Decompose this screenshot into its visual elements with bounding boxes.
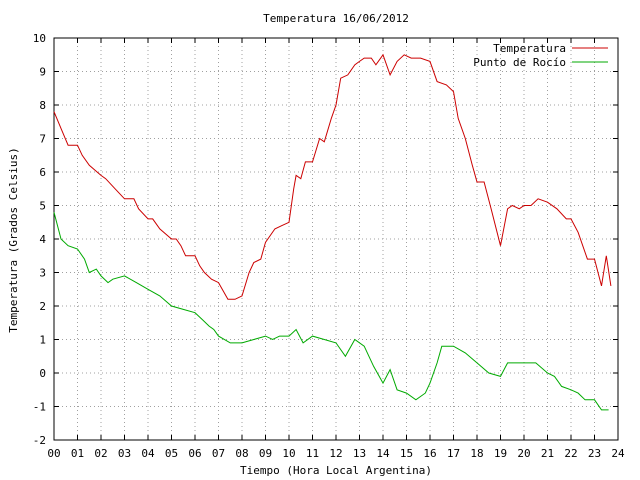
y-tick-label: 3: [39, 267, 46, 280]
x-axis-label: Tiempo (Hora Local Argentina): [240, 464, 432, 477]
y-tick-label: 8: [39, 99, 46, 112]
x-tick-label: 23: [588, 447, 601, 460]
x-tick-label: 12: [329, 447, 342, 460]
x-tick-label: 15: [400, 447, 413, 460]
y-tick-label: 7: [39, 133, 46, 146]
x-tick-label: 09: [259, 447, 272, 460]
x-tick-label: 17: [447, 447, 460, 460]
y-tick-label: -1: [33, 401, 46, 414]
y-tick-label: -2: [33, 434, 46, 447]
x-tick-label: 13: [353, 447, 366, 460]
x-tick-label: 21: [541, 447, 554, 460]
x-tick-label: 05: [165, 447, 178, 460]
y-tick-label: 1: [39, 334, 46, 347]
x-tick-label: 03: [118, 447, 131, 460]
y-axis-label: Temperatura (Grados Celsius): [7, 147, 20, 332]
x-tick-label: 20: [517, 447, 530, 460]
y-tick-label: 10: [33, 32, 46, 45]
series-line-0: [53, 53, 612, 300]
x-tick-label: 00: [47, 447, 60, 460]
x-tick-label: 04: [141, 447, 155, 460]
x-tick-label: 19: [494, 447, 507, 460]
grid: [54, 38, 618, 440]
y-tick-label: 4: [39, 233, 46, 246]
legend-label: Temperatura: [493, 42, 566, 55]
y-tick-label: 6: [39, 166, 46, 179]
x-tick-label: 14: [376, 447, 390, 460]
y-tick-label: 2: [39, 300, 46, 313]
chart-title: Temperatura 16/06/2012: [263, 12, 409, 25]
y-tick-label: 9: [39, 66, 46, 79]
x-tick-label: 02: [94, 447, 107, 460]
x-tick-label: 16: [423, 447, 436, 460]
series-line-1: [53, 212, 609, 411]
x-tick-label: 10: [282, 447, 295, 460]
x-tick-label: 01: [71, 447, 84, 460]
legend-label: Punto de Rocío: [473, 56, 566, 69]
x-tick-label: 22: [564, 447, 577, 460]
x-tick-label: 11: [306, 447, 319, 460]
plot-frame: [53, 37, 619, 441]
series-layer: [53, 53, 612, 411]
x-tick-label: 08: [235, 447, 248, 460]
axes: 00 01 02 03 04 05 06 07 08 09 10 11 12 13 14 15 16 17 18 19…: [33, 32, 625, 460]
x-tick-label: 18: [470, 447, 483, 460]
x-tick-label: 06: [188, 447, 201, 460]
y-tick-label: 5: [39, 200, 46, 213]
y-tick-label: 0: [39, 367, 46, 380]
x-tick-label: 24: [611, 447, 625, 460]
x-tick-label: 07: [212, 447, 225, 460]
